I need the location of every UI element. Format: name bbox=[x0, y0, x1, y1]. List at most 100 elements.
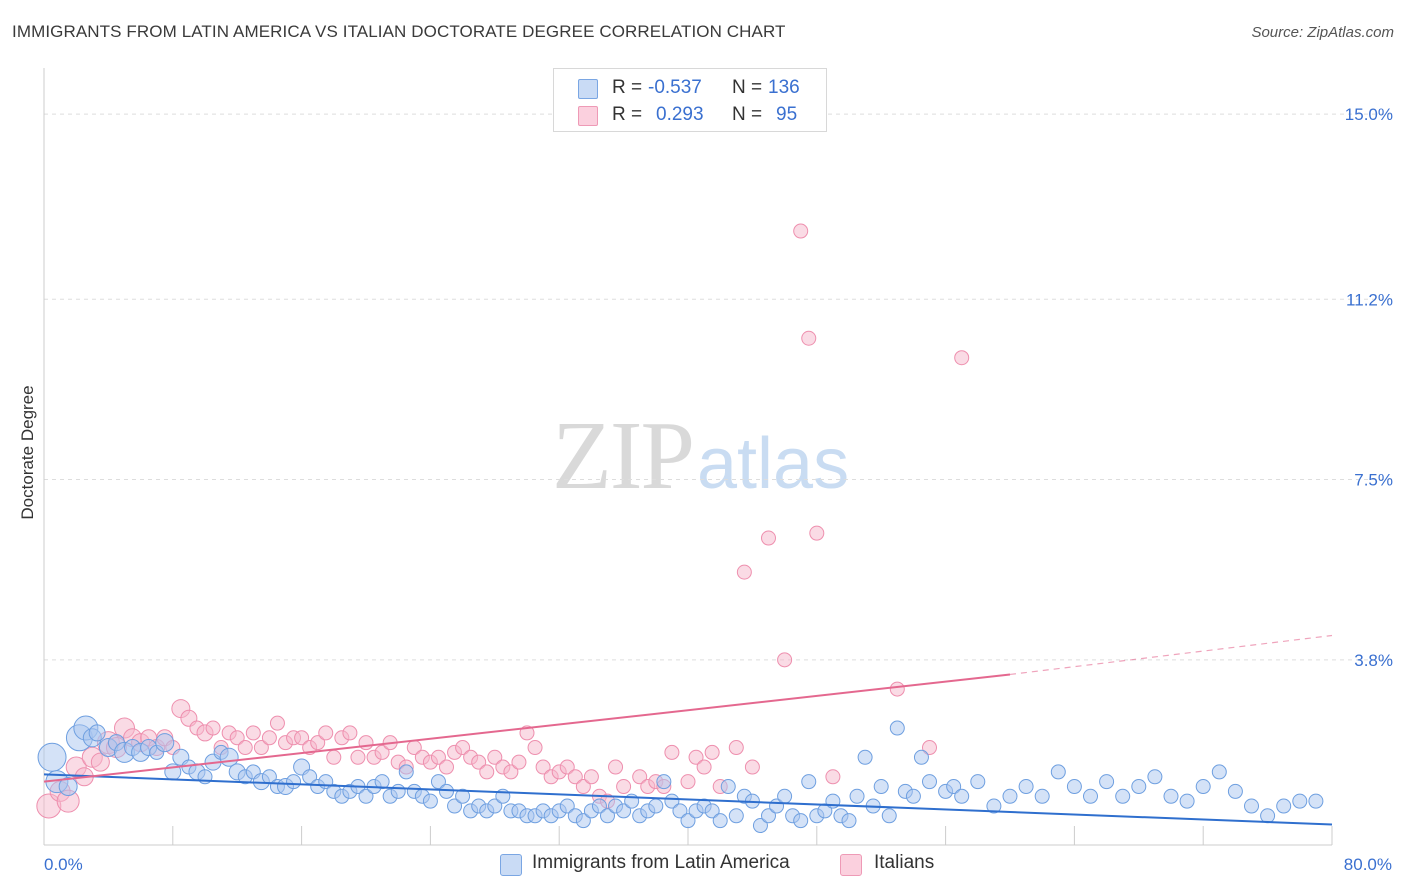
italians-point bbox=[342, 725, 358, 741]
italians-point bbox=[616, 779, 632, 795]
latin-america-trend-line bbox=[43, 773, 1333, 826]
italians-point bbox=[350, 749, 366, 765]
italians-point bbox=[253, 740, 269, 756]
italians-point bbox=[318, 725, 334, 741]
italians-point bbox=[90, 752, 110, 772]
italians-point bbox=[583, 769, 599, 785]
latin-america-point bbox=[1211, 764, 1227, 780]
latin-america-point bbox=[1292, 793, 1308, 809]
italians-point bbox=[954, 350, 970, 366]
legend-label: Italians bbox=[874, 852, 935, 873]
latin-america-point bbox=[672, 803, 688, 819]
italians-point bbox=[471, 754, 487, 770]
latin-america-point bbox=[155, 733, 175, 753]
tick-labels: 3.8% 7.5% 11.2% 15.0% 0.0% 80.0% Doctorate Deg… bbox=[18, 105, 1393, 874]
italians-point bbox=[374, 744, 390, 760]
italians-point bbox=[809, 525, 825, 541]
latin-america-point bbox=[793, 813, 809, 829]
latin-america-point bbox=[374, 774, 390, 790]
latin-america-point bbox=[857, 749, 873, 765]
y-tick-label: 15.0% bbox=[1345, 105, 1393, 124]
italians-point bbox=[567, 769, 583, 785]
latin-america-point bbox=[849, 788, 865, 804]
latin-america-point bbox=[1099, 774, 1115, 790]
italians-point bbox=[205, 720, 221, 736]
y-tick-label: 3.8% bbox=[1354, 651, 1393, 670]
italians-point bbox=[761, 530, 776, 546]
italians-point bbox=[430, 749, 446, 765]
latin-america-point bbox=[970, 774, 986, 790]
italians-point bbox=[487, 749, 503, 765]
latin-america-point bbox=[1050, 764, 1066, 780]
latin-america-point bbox=[841, 813, 857, 829]
latin-america-point bbox=[1163, 788, 1179, 804]
italians-point bbox=[793, 223, 809, 239]
x-tick-label: 80.0% bbox=[1344, 855, 1392, 874]
zipatlas-watermark: ZIPatlas bbox=[552, 400, 849, 512]
italians-point bbox=[608, 759, 624, 775]
stats-n-label: N = bbox=[732, 77, 763, 98]
italians-point bbox=[575, 779, 591, 795]
latin-america-point bbox=[600, 808, 615, 824]
latin-america-point bbox=[1115, 788, 1131, 804]
latin-america-point bbox=[1308, 793, 1324, 809]
latin-america-point bbox=[954, 788, 970, 804]
latin-america-point bbox=[664, 793, 680, 809]
latin-america-point bbox=[88, 724, 106, 742]
legend-swatch-blue bbox=[500, 854, 522, 876]
latin-america-point bbox=[398, 764, 414, 780]
x-tick-label: 0.0% bbox=[44, 855, 83, 874]
italians-point bbox=[326, 749, 342, 765]
italians-point bbox=[535, 759, 551, 775]
italians-point bbox=[511, 754, 527, 770]
latin-america-point bbox=[752, 818, 768, 834]
axes bbox=[43, 68, 1333, 846]
italians-point bbox=[358, 735, 374, 751]
italians-point bbox=[261, 730, 277, 746]
italians-point bbox=[777, 652, 793, 668]
latin-america-point bbox=[1195, 779, 1211, 795]
latin-america-point bbox=[559, 798, 575, 814]
stats-swatch-blue bbox=[578, 79, 598, 99]
latin-america-point bbox=[656, 774, 672, 790]
italians-point bbox=[704, 744, 720, 760]
latin-america-point bbox=[1066, 779, 1082, 795]
italians-point bbox=[696, 759, 712, 775]
italians-point bbox=[455, 740, 471, 756]
latin-america-point bbox=[648, 798, 664, 814]
latin-america-point bbox=[1034, 788, 1050, 804]
italians-point bbox=[559, 759, 575, 775]
italians-point bbox=[801, 330, 817, 346]
latin-america-point bbox=[1147, 769, 1163, 785]
latin-america-point bbox=[430, 774, 446, 790]
grid-lines bbox=[44, 113, 1392, 661]
stats-n-value: 136 bbox=[768, 77, 800, 98]
italians-point bbox=[632, 769, 648, 785]
latin-america-point bbox=[58, 777, 78, 797]
latin-america-point bbox=[487, 798, 503, 814]
stats-legend: R = -0.537 N = 136 R = 0.293 N = 95 bbox=[553, 68, 827, 132]
stats-r-label: R = bbox=[612, 104, 643, 125]
stats-r-value: 0.293 bbox=[656, 104, 704, 125]
italians-point bbox=[237, 740, 253, 756]
latin-america-point bbox=[777, 788, 793, 804]
latin-america-point bbox=[1083, 788, 1098, 804]
latin-america-point bbox=[1131, 779, 1147, 795]
y-tick-label: 7.5% bbox=[1354, 471, 1393, 490]
trend-lines bbox=[43, 634, 1333, 826]
latin-america-point bbox=[986, 798, 1002, 814]
chart-title: IMMIGRANTS FROM LATIN AMERICA VS ITALIAN… bbox=[12, 22, 786, 41]
latin-america-point bbox=[712, 813, 728, 829]
italians-points bbox=[36, 223, 970, 819]
latin-america-point bbox=[1179, 793, 1195, 809]
italians-point bbox=[439, 759, 454, 775]
latin-america-point bbox=[946, 779, 962, 795]
latin-america-point bbox=[390, 783, 406, 799]
y-tick-label: 11.2% bbox=[1346, 290, 1393, 309]
italians-point bbox=[245, 725, 261, 741]
stats-r-label: R = bbox=[612, 77, 643, 98]
latin-america-point bbox=[905, 788, 921, 804]
italians-point bbox=[229, 730, 245, 746]
latin-america-point bbox=[1276, 798, 1292, 814]
